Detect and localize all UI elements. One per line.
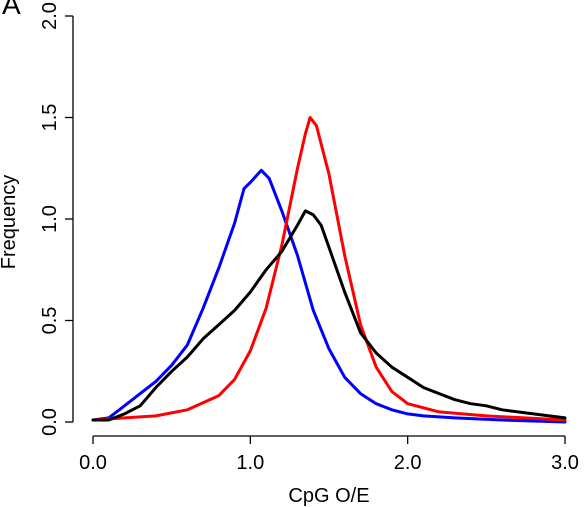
y-tick-label: 0.0 [39,408,61,436]
panel-label: A [2,0,21,20]
x-tick-label: 1.0 [236,452,264,474]
black-series-line [91,209,567,422]
y-tick-label: 1.0 [39,205,61,233]
series-layer [91,116,567,424]
x-tick-label: 3.0 [551,452,579,474]
y-axis-title: Frequency [0,175,20,270]
y-tick-label: 2.0 [39,2,61,30]
axes: 0.0 0.5 1.0 1.5 2.0 0.0 1.0 2.0 3.0 [39,2,579,474]
blue-series-line [91,168,567,424]
y-tick-label: 1.5 [39,104,61,132]
y-tick-label: 0.5 [39,307,61,335]
x-tick-label: 0.0 [79,452,107,474]
x-axis-title: CpG O/E [288,485,369,507]
red-series-line [91,116,567,422]
x-tick-label: 2.0 [394,452,422,474]
